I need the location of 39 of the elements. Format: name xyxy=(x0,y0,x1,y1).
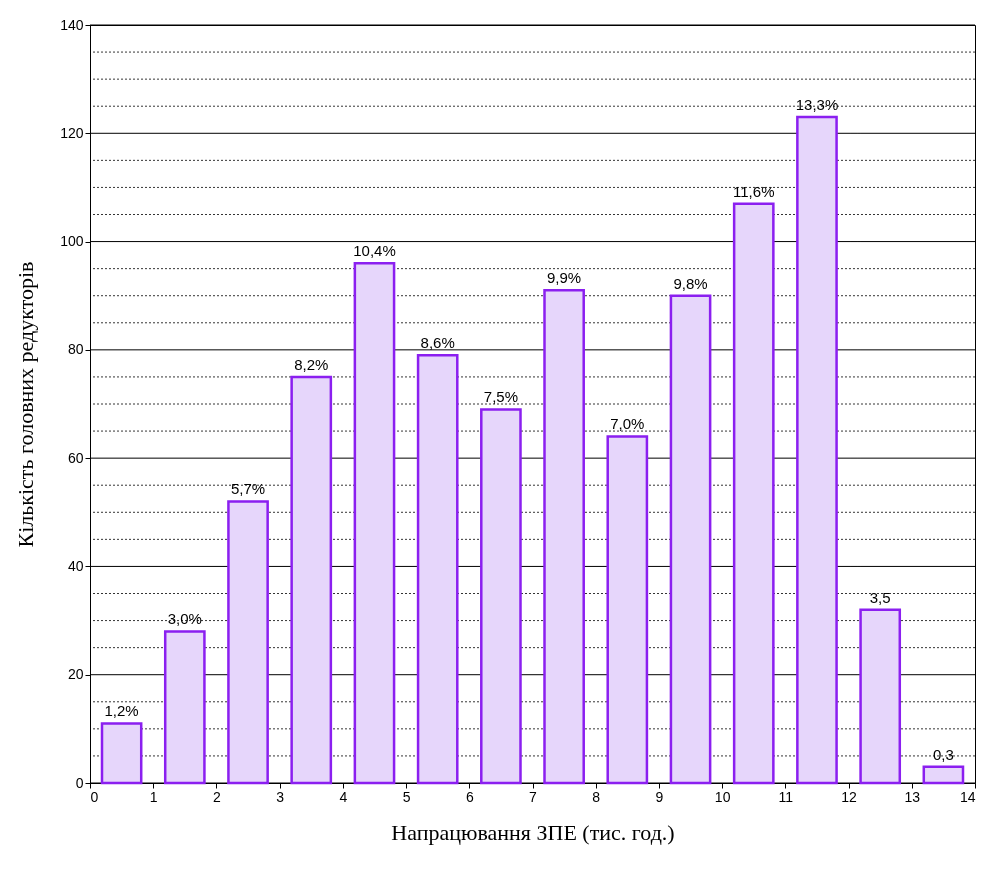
annotation: 10,4% xyxy=(353,242,396,260)
annotation: 9,8% xyxy=(673,274,708,292)
x-tick-label: 2 xyxy=(213,788,222,805)
annotation: 1,2% xyxy=(104,702,139,720)
y-tick-label: 120 xyxy=(60,124,84,141)
annotation: 13,3% xyxy=(795,96,839,114)
y-tick-label: 60 xyxy=(67,449,84,466)
annotation: 0,3 xyxy=(932,745,954,763)
annotation: 8,2% xyxy=(294,355,329,373)
y-tick-label: 140 xyxy=(60,16,84,33)
y-axis-title: Кількість головних редукторів xyxy=(13,261,39,548)
x-tick-label: 13 xyxy=(904,788,921,805)
annotation: 7,0% xyxy=(610,415,645,433)
annotation: 8,6% xyxy=(420,334,455,352)
x-tick-label: 5 xyxy=(402,788,411,805)
y-tick-label: 100 xyxy=(60,233,84,250)
x-tick-label: 14 xyxy=(959,788,976,805)
x-axis-title: Напрацювання ЗПЕ (тис. год.) xyxy=(391,819,675,845)
annotation: 3,0% xyxy=(167,610,202,628)
y-tick-label: 40 xyxy=(67,557,84,574)
annotation: 5,7% xyxy=(230,480,266,498)
annotation: 3,5 xyxy=(869,588,891,606)
x-tick-label: 3 xyxy=(276,788,285,805)
y-tick-label: 20 xyxy=(67,666,84,683)
y-tick-label: 80 xyxy=(67,341,84,358)
x-tick-label: 4 xyxy=(339,788,348,805)
x-tick-label: 10 xyxy=(714,788,731,805)
annotation: 7,5% xyxy=(483,388,518,406)
x-tick-label: 7 xyxy=(529,788,538,805)
y-tick-label: 0 xyxy=(75,774,84,791)
x-tick-label: 12 xyxy=(841,788,858,805)
x-tick-label: 1 xyxy=(149,788,158,805)
x-tick-label: 6 xyxy=(465,788,474,805)
x-tick-label: 0 xyxy=(90,788,99,805)
x-tick-label: 9 xyxy=(655,788,664,805)
x-tick-label: 8 xyxy=(592,788,601,805)
annotation: 9,9% xyxy=(547,269,582,287)
annotation: 11,6% xyxy=(733,182,775,200)
x-tick-label: 11 xyxy=(778,788,794,805)
